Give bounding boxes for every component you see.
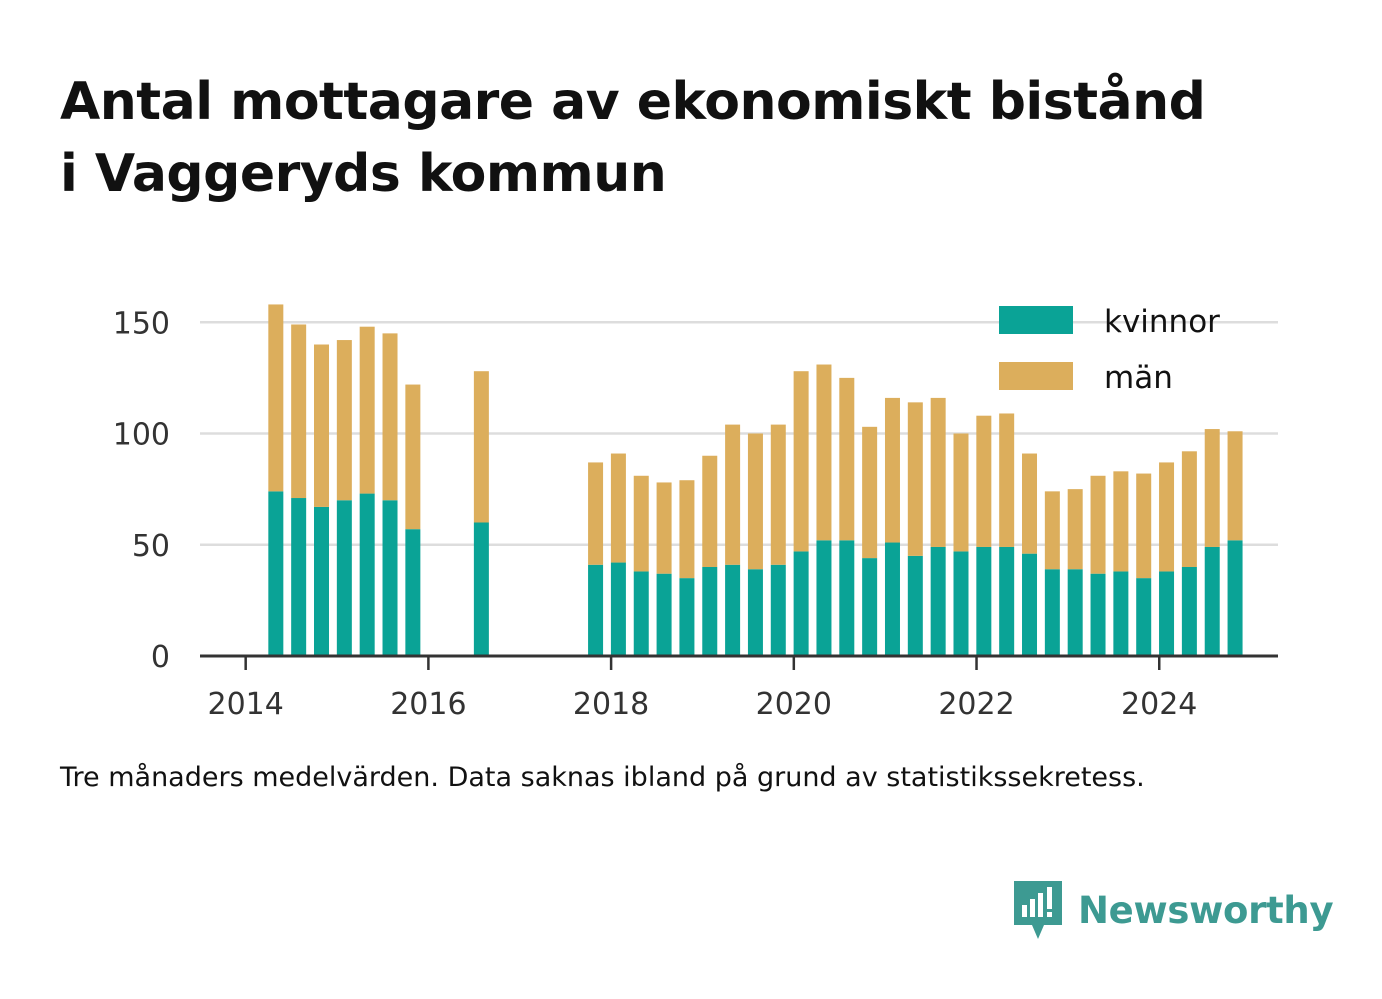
bar-kvinnor: [725, 564, 741, 656]
bar-man: [633, 475, 649, 572]
bar-man: [268, 304, 284, 492]
bar-man: [382, 333, 398, 501]
bars: [268, 304, 1243, 656]
bar-kvinnor: [907, 555, 923, 656]
bar-man: [291, 324, 307, 499]
bar-kvinnor: [656, 573, 672, 656]
bar-kvinnor: [314, 506, 330, 656]
bar-man: [976, 415, 992, 547]
bar-man: [1227, 431, 1243, 541]
bar-kvinnor: [1090, 573, 1106, 656]
bar-man: [816, 364, 832, 541]
bar-man: [953, 433, 969, 552]
bar-man: [1022, 453, 1038, 554]
bar-man: [1090, 475, 1106, 574]
bar-kvinnor: [702, 567, 718, 656]
brand-logo: Newsworthy: [1012, 878, 1334, 942]
bar-kvinnor: [633, 571, 649, 656]
bar-kvinnor: [291, 498, 307, 656]
bar-man: [405, 384, 421, 530]
newsworthy-logo-icon: [1014, 881, 1062, 939]
footnote: Tre månaders medelvärden. Data saknas ib…: [60, 762, 1145, 793]
bar-kvinnor: [588, 564, 604, 656]
stacked-bar-chart: 0 50 100 150 2014 2016 2018 2020 2022 2024 kvinno…: [113, 304, 1278, 722]
bar-man: [999, 413, 1015, 547]
bar-kvinnor: [405, 529, 421, 656]
bar-man: [359, 326, 375, 494]
legend: kvinnor män: [999, 304, 1220, 396]
bar-man: [907, 402, 923, 556]
bar-man: [314, 344, 330, 507]
bar-kvinnor: [953, 551, 969, 656]
bar-man: [793, 371, 809, 552]
chart-title-line-2: i Vaggeryds kommun: [60, 144, 667, 204]
y-tick-label: 0: [151, 640, 170, 675]
chart-title: Antal mottagare av ekonomiskt bistånd i …: [60, 66, 1350, 210]
legend-label: män: [1104, 360, 1173, 396]
y-tick-label: 50: [132, 529, 170, 564]
bar-man: [884, 397, 900, 543]
y-tick-label: 100: [113, 418, 170, 453]
x-tick-label: 2020: [756, 687, 832, 722]
bar-kvinnor: [999, 546, 1015, 656]
bar-man: [839, 377, 855, 541]
bar-kvinnor: [1044, 569, 1060, 656]
bar-man: [656, 482, 672, 574]
bar-man: [747, 433, 763, 570]
bar-man: [702, 455, 718, 567]
bar-kvinnor: [1204, 546, 1220, 656]
axes: 0 50 100 150 2014 2016 2018 2020 2022 2024: [113, 306, 1278, 722]
bar-kvinnor: [610, 562, 626, 656]
bar-man: [725, 424, 741, 565]
bar-kvinnor: [1159, 571, 1175, 656]
bar-kvinnor: [816, 540, 832, 656]
legend-label: kvinnor: [1104, 304, 1220, 340]
bar-man: [1044, 491, 1060, 570]
bar-kvinnor: [884, 542, 900, 656]
y-tick-label: 150: [113, 306, 170, 341]
x-tick-label: 2018: [573, 687, 649, 722]
bar-man: [770, 424, 786, 565]
bar-kvinnor: [1227, 540, 1243, 656]
bar-man: [1204, 429, 1220, 547]
x-tick-label: 2016: [390, 687, 466, 722]
bar-kvinnor: [1113, 571, 1129, 656]
chart-title-line-1: Antal mottagare av ekonomiskt bistånd: [60, 72, 1206, 132]
bar-kvinnor: [1022, 553, 1038, 656]
bar-man: [588, 462, 604, 565]
bar-kvinnor: [770, 564, 786, 656]
bar-kvinnor: [976, 546, 992, 656]
bar-kvinnor: [1067, 569, 1083, 656]
bar-man: [336, 340, 352, 501]
bar-man: [1136, 473, 1152, 579]
bar-kvinnor: [1181, 567, 1197, 656]
bar-man: [930, 397, 946, 547]
bar-kvinnor: [747, 569, 763, 656]
bar-kvinnor: [1136, 578, 1152, 656]
legend-swatch: [999, 306, 1073, 334]
bar-kvinnor: [930, 546, 946, 656]
bar-man: [610, 453, 626, 563]
bar-man: [1159, 462, 1175, 572]
bar-kvinnor: [473, 522, 489, 656]
bar-kvinnor: [679, 578, 695, 656]
bar-kvinnor: [382, 500, 398, 656]
x-tick-label: 2022: [938, 687, 1014, 722]
bar-man: [473, 371, 489, 523]
bar-kvinnor: [336, 500, 352, 656]
bar-kvinnor: [839, 540, 855, 656]
bar-kvinnor: [268, 491, 284, 656]
x-tick-label: 2014: [207, 687, 283, 722]
bar-kvinnor: [862, 558, 878, 656]
bar-man: [862, 426, 878, 559]
x-tick-label: 2024: [1121, 687, 1197, 722]
bar-man: [1067, 489, 1083, 570]
bar-man: [679, 480, 695, 579]
bar-man: [1181, 451, 1197, 567]
legend-swatch: [999, 362, 1073, 390]
brand-name: Newsworthy: [1078, 888, 1334, 932]
bar-kvinnor: [793, 551, 809, 656]
bar-man: [1113, 471, 1129, 572]
bar-kvinnor: [359, 493, 375, 656]
